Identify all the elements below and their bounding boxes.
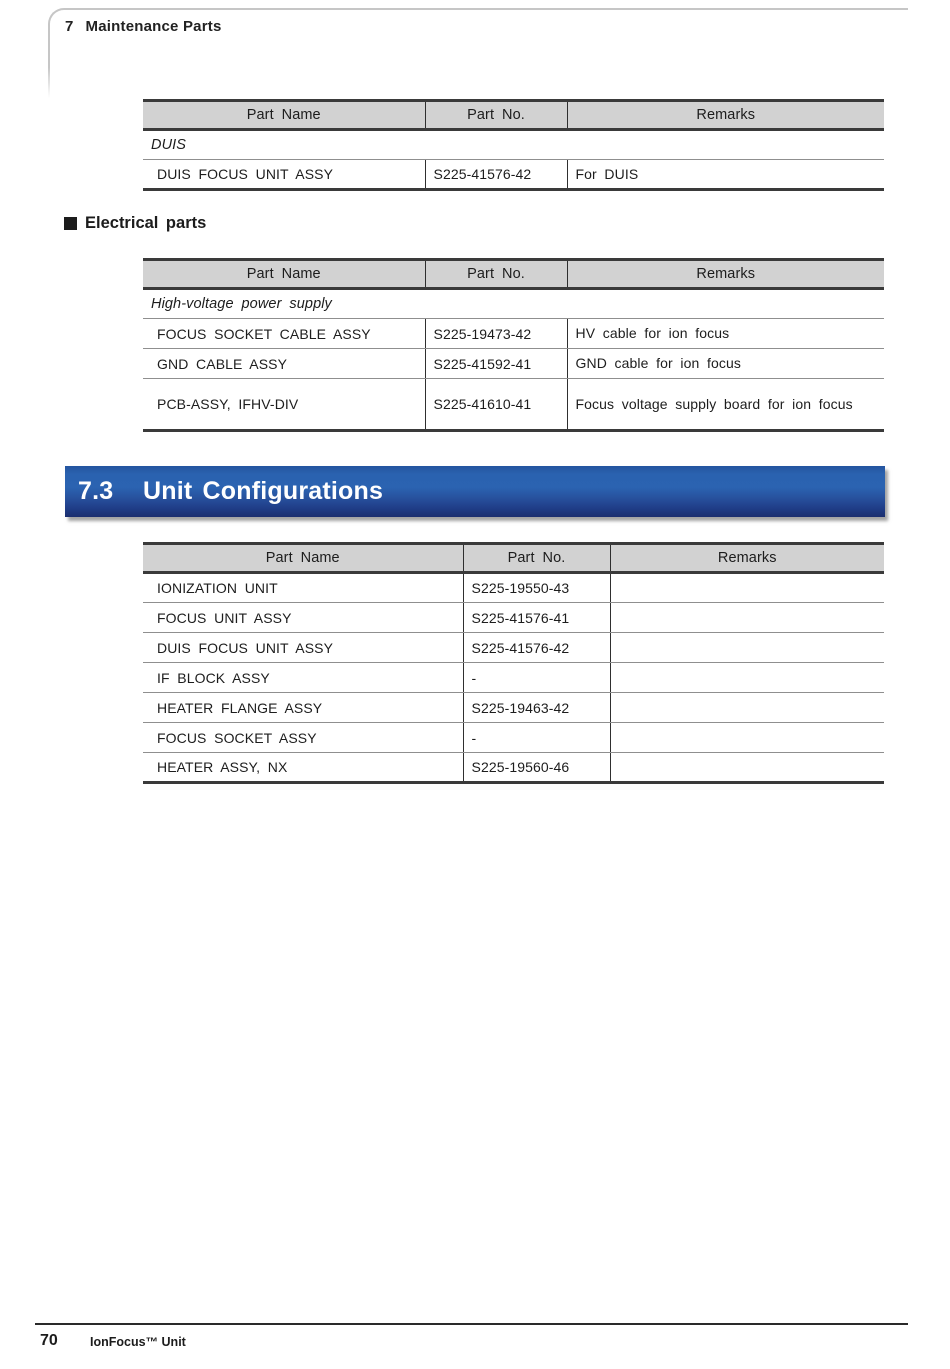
electrical-parts-heading: Electrical parts [64,214,206,233]
part-name-cell: PCB-ASSY, IFHV-DIV [143,378,425,432]
column-header-part-no: Part No. [424,258,567,290]
part-name-cell: DUIS FOCUS UNIT ASSY [143,159,425,191]
table-header-row: Part Name Part No. Remarks [143,542,884,574]
table-header-row: Part Name Part No. Remarks [143,99,884,131]
group-row: High-voltage power supply [143,288,884,319]
remarks-cell [609,752,884,784]
part-name-cell: HEATER FLANGE ASSY [143,692,463,723]
chapter-number: 7 [65,18,74,35]
table-row: GND CABLE ASSY S225-41592-41 GND cable f… [143,348,884,379]
remarks-cell: For DUIS [566,159,884,191]
part-no-cell: S225-41576-41 [462,602,610,633]
part-name-cell: FOCUS SOCKET CABLE ASSY [143,318,425,349]
part-name-cell: FOCUS SOCKET ASSY [143,722,463,753]
chapter-header: 7 Maintenance Parts [65,18,222,35]
group-label: DUIS [143,129,884,160]
footer-page-number: 70 [40,1332,58,1349]
table-row: FOCUS SOCKET ASSY - [143,722,884,753]
column-header-part-name: Part Name [143,99,425,131]
column-header-remarks: Remarks [609,542,884,574]
table-row: HEATER ASSY, NX S225-19560-46 [143,752,884,784]
part-no-cell: S225-19550-43 [462,572,610,603]
column-header-part-name: Part Name [143,542,463,574]
remarks-cell [609,722,884,753]
remarks-cell: GND cable for ion focus [566,348,884,379]
section-number: 7.3 [78,477,114,505]
part-no-cell: S225-41576-42 [462,632,610,663]
duis-parts-table: Part Name Part No. Remarks DUIS DUIS FOC… [143,99,884,191]
part-name-cell: DUIS FOCUS UNIT ASSY [143,632,463,663]
remarks-cell: HV cable for ion focus [566,318,884,349]
remarks-cell [609,572,884,603]
footer-product-name: IonFocus™ Unit [90,1335,186,1349]
table-row: HEATER FLANGE ASSY S225-19463-42 [143,692,884,723]
table-row: IF BLOCK ASSY - [143,662,884,693]
group-label: High-voltage power supply [143,288,884,319]
part-no-cell: - [462,722,610,753]
part-no-cell: S225-19473-42 [424,318,567,349]
part-name-cell: GND CABLE ASSY [143,348,425,379]
part-name-cell: HEATER ASSY, NX [143,752,463,784]
part-no-cell: - [462,662,610,693]
section-title: Unit Configurations [143,477,384,505]
column-header-remarks: Remarks [566,99,884,131]
table-header-row: Part Name Part No. Remarks [143,258,884,290]
part-no-cell: S225-19560-46 [462,752,610,784]
column-header-part-no: Part No. [462,542,610,574]
table-row: IONIZATION UNIT S225-19550-43 [143,572,884,603]
unit-configurations-table: Part Name Part No. Remarks IONIZATION UN… [143,542,884,784]
table-row: DUIS FOCUS UNIT ASSY S225-41576-42 [143,632,884,663]
table-row: FOCUS SOCKET CABLE ASSY S225-19473-42 HV… [143,318,884,349]
remarks-cell [609,632,884,663]
page-corner-rule [48,8,908,101]
remarks-cell [609,602,884,633]
group-row: DUIS [143,129,884,160]
electrical-parts-table: Part Name Part No. Remarks High-voltage … [143,258,884,432]
part-no-cell: S225-41576-42 [424,159,567,191]
section-banner: 7.3 Unit Configurations [65,466,885,517]
column-header-part-name: Part Name [143,258,425,290]
remarks-cell [609,662,884,693]
electrical-parts-heading-label: Electrical parts [85,214,207,232]
remarks-cell [609,692,884,723]
part-no-cell: S225-19463-42 [462,692,610,723]
footer-rule [35,1323,908,1325]
part-name-cell: IONIZATION UNIT [143,572,463,603]
part-name-cell: IF BLOCK ASSY [143,662,463,693]
table-row: PCB-ASSY, IFHV-DIV S225-41610-41 Focus v… [143,378,884,432]
table-row: DUIS FOCUS UNIT ASSY S225-41576-42 For D… [143,159,884,191]
square-bullet-icon [64,217,77,230]
remarks-cell: Focus voltage supply board for ion focus [566,378,884,432]
part-name-cell: FOCUS UNIT ASSY [143,602,463,633]
column-header-part-no: Part No. [424,99,567,131]
chapter-title: Maintenance Parts [85,18,222,35]
part-no-cell: S225-41610-41 [424,378,567,432]
column-header-remarks: Remarks [566,258,884,290]
table-row: FOCUS UNIT ASSY S225-41576-41 [143,602,884,633]
part-no-cell: S225-41592-41 [424,348,567,379]
